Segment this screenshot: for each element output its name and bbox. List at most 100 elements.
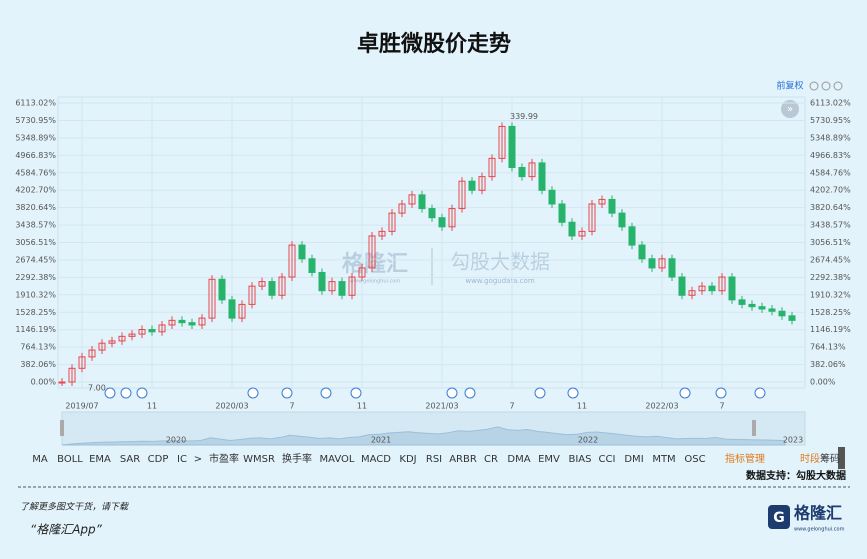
logo-letter: G: [773, 510, 785, 526]
indicator-tab[interactable]: RSI: [426, 454, 442, 465]
candle: [598, 198, 606, 205]
event-icon[interactable]: [136, 387, 148, 399]
candle: [588, 203, 596, 232]
candle: [628, 226, 636, 246]
candle: [288, 244, 296, 278]
indicator-tab[interactable]: BIAS: [569, 454, 592, 465]
logo-icon: [768, 505, 790, 529]
indicator-tab[interactable]: MAVOL: [320, 454, 355, 465]
indicator-tab[interactable]: IC: [177, 454, 187, 465]
candle: [198, 317, 206, 326]
event-icon[interactable]: [281, 387, 293, 399]
tool-tab[interactable]: 时段: [800, 452, 820, 465]
x-tick-label: 2019/07: [65, 402, 98, 411]
event-icon[interactable]: [715, 387, 727, 399]
indicator-tab[interactable]: MA: [32, 454, 48, 465]
candle: [678, 276, 686, 296]
candle: [468, 180, 476, 191]
candle: [688, 290, 696, 296]
candle: [358, 267, 366, 278]
indicator-tab[interactable]: 换手率: [282, 452, 312, 465]
navigator-handle[interactable]: [752, 420, 756, 436]
tool-tab[interactable]: 筹码: [820, 452, 840, 465]
indicator-tab[interactable]: SAR: [120, 454, 140, 465]
event-icon[interactable]: [679, 387, 691, 399]
indicator-tab[interactable]: >: [194, 454, 202, 465]
event-icon[interactable]: [120, 387, 132, 399]
candle: [258, 281, 266, 287]
indicator-tab[interactable]: KDJ: [399, 454, 416, 465]
y-tick-label: 4584.76%: [15, 168, 56, 177]
tool-tab[interactable]: 指标管理: [725, 452, 765, 465]
indicator-tab[interactable]: CR: [484, 454, 498, 465]
x-tick-label: 11: [357, 402, 367, 411]
y2-tick-label: 4202.70%: [810, 186, 851, 195]
event-icon[interactable]: [754, 387, 766, 399]
candle: [528, 162, 536, 178]
y-tick-label: 382.06%: [20, 360, 56, 369]
indicator-tab[interactable]: WMSR: [243, 454, 275, 465]
event-icon[interactable]: [104, 387, 116, 399]
event-icon[interactable]: [350, 387, 362, 399]
candle: [318, 271, 326, 292]
candle: [188, 322, 196, 326]
y-tick-label: 1910.32%: [15, 290, 56, 299]
event-icon[interactable]: [320, 387, 332, 399]
candle: [438, 217, 446, 228]
zoom-out-icon[interactable]: [821, 81, 831, 91]
expand-button[interactable]: [781, 100, 799, 118]
x-tick-label: 7: [289, 402, 294, 411]
indicator-tab[interactable]: 市盈率: [209, 452, 239, 465]
x-tick-label: 2020/03: [215, 402, 248, 411]
y-tick-label: 1146.19%: [15, 325, 56, 334]
event-icon[interactable]: [534, 387, 546, 399]
y2-tick-label: 764.13%: [810, 343, 846, 352]
candle: [578, 230, 586, 237]
page-title: 卓胜微股价走势: [357, 31, 511, 57]
data-source: 数据支持：勾股大数据: [746, 469, 846, 482]
y2-tick-label: 5348.89%: [810, 133, 851, 142]
candle: [738, 299, 746, 305]
indicator-tab[interactable]: EMV: [538, 454, 560, 465]
y-tick-label: 6113.02%: [15, 99, 56, 108]
zoom-in-icon[interactable]: [833, 81, 843, 91]
candle: [98, 342, 106, 351]
candle: [58, 381, 66, 384]
indicator-tab[interactable]: CCI: [599, 454, 616, 465]
x-tick-label: 11: [577, 402, 587, 411]
navigator-label: 2022: [578, 436, 598, 445]
low-label: 7.00: [88, 384, 106, 393]
y2-tick-label: 4584.76%: [810, 168, 851, 177]
adjust-toggle[interactable]: 前复权: [776, 80, 803, 92]
candle: [298, 244, 306, 260]
candle: [228, 299, 236, 319]
navigator-label: 2021: [371, 436, 391, 445]
y2-tick-label: 6113.02%: [810, 99, 851, 108]
undo-icon[interactable]: [809, 81, 819, 91]
event-icon[interactable]: [464, 387, 476, 399]
indicator-tab[interactable]: EMA: [89, 454, 111, 465]
y-tick-label: 1528.25%: [15, 308, 56, 317]
expand-icon: »: [787, 104, 793, 115]
y-tick-label: 4202.70%: [15, 186, 56, 195]
indicator-tab[interactable]: OSC: [684, 454, 705, 465]
event-icon[interactable]: [446, 387, 458, 399]
indicator-tab[interactable]: CDP: [148, 454, 169, 465]
indicator-tab[interactable]: ARBR: [449, 454, 477, 465]
watermark-source-url: www.gogudata.com: [465, 277, 534, 285]
indicator-tab[interactable]: DMA: [507, 454, 530, 465]
candle: [478, 176, 486, 191]
event-icon[interactable]: [247, 387, 259, 399]
candle: [248, 285, 256, 305]
navigator-handle[interactable]: [60, 420, 64, 436]
scroll-handle[interactable]: [838, 447, 845, 469]
event-icon[interactable]: [567, 387, 579, 399]
indicator-tab[interactable]: MTM: [652, 454, 675, 465]
indicator-tab[interactable]: MACD: [361, 454, 391, 465]
indicator-tab[interactable]: BOLL: [57, 454, 83, 465]
candle: [538, 162, 546, 191]
indicator-tab[interactable]: DMI: [624, 454, 643, 465]
candle: [458, 180, 466, 210]
candle: [118, 335, 126, 342]
